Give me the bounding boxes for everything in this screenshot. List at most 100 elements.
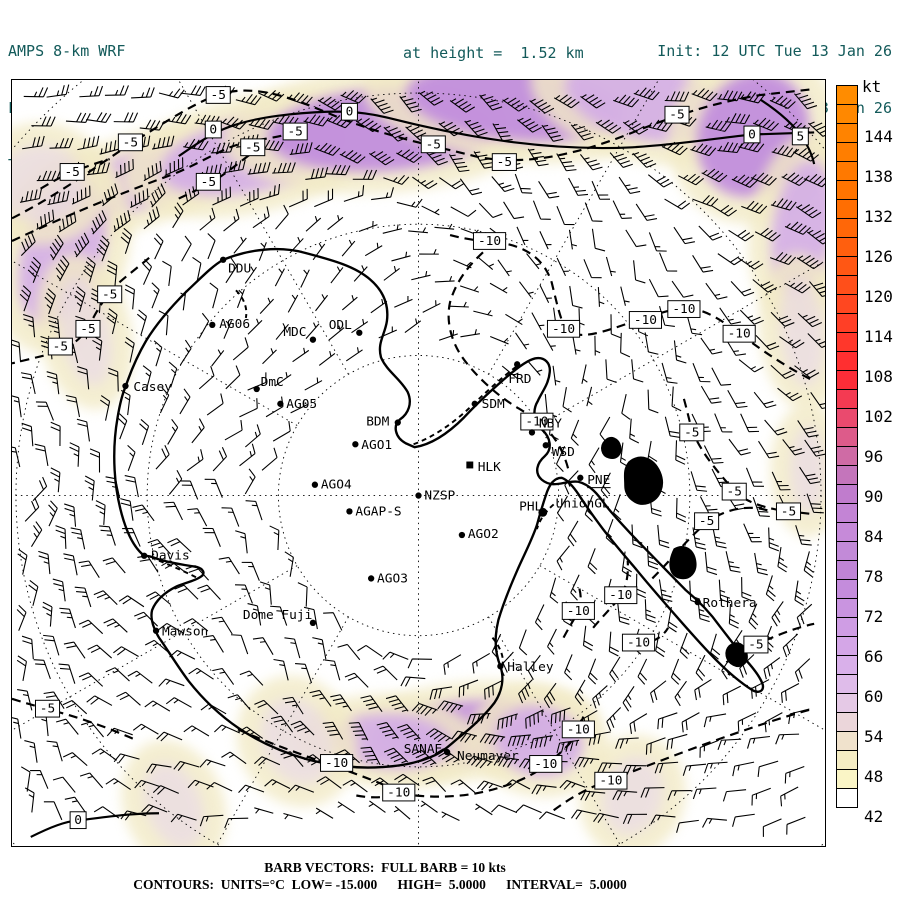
wind-barb xyxy=(698,225,723,241)
wind-barb xyxy=(183,725,210,737)
wind-barb xyxy=(327,215,344,231)
wind-barb xyxy=(158,310,169,336)
contour-label: -5 xyxy=(694,512,720,531)
wind-barb xyxy=(383,125,408,142)
wind-barb xyxy=(622,685,635,712)
wind-barb xyxy=(35,401,54,421)
wind-barb xyxy=(647,174,673,188)
wind-barb xyxy=(418,90,444,106)
wind-barb xyxy=(20,232,36,256)
wind-barb xyxy=(649,493,662,517)
colorbar-cell xyxy=(836,674,858,694)
wind-barb xyxy=(49,234,64,261)
wind-barb xyxy=(714,413,733,433)
wind-barb xyxy=(270,605,288,626)
station-uniongl: UnionGL xyxy=(556,496,610,511)
svg-text:5: 5 xyxy=(796,129,804,144)
wind-barb xyxy=(612,200,632,219)
wind-barb xyxy=(584,495,595,522)
wind-barb xyxy=(697,598,710,623)
wind-barb xyxy=(525,709,544,729)
wind-barb xyxy=(152,785,179,795)
wind-barb xyxy=(569,285,583,309)
colorbar-tick-label: 114 xyxy=(864,327,893,346)
wind-barb xyxy=(382,651,409,660)
wind-barb xyxy=(79,85,104,98)
wind-barb xyxy=(42,601,53,627)
wind-barb xyxy=(337,801,355,814)
wind-barb xyxy=(259,297,274,314)
wind-barb xyxy=(553,94,580,109)
contour-label: -10 xyxy=(667,300,701,318)
wind-barb xyxy=(419,248,439,255)
wind-barb xyxy=(613,94,640,108)
wind-barb xyxy=(531,312,545,331)
wind-barb xyxy=(515,804,542,814)
station-agap-s: AGAP-S xyxy=(346,504,402,519)
wind-barb xyxy=(807,333,825,348)
station-label: AG06 xyxy=(219,317,250,332)
contour-label: -5 xyxy=(240,138,266,157)
colorbar-cell xyxy=(836,427,858,447)
wind-barb xyxy=(393,805,411,820)
colorbar-cell xyxy=(836,351,858,371)
wind-barb xyxy=(667,790,692,801)
wind-barb xyxy=(466,712,491,725)
wind-barb xyxy=(63,641,86,659)
wind-barb xyxy=(141,804,168,814)
svg-text:-5: -5 xyxy=(102,287,117,302)
wind-barb xyxy=(261,447,278,471)
wind-barb xyxy=(439,177,465,190)
svg-text:-10: -10 xyxy=(387,786,410,801)
wind-barb xyxy=(122,527,141,547)
wind-barb xyxy=(591,228,606,252)
wind-barb xyxy=(103,618,128,633)
wind-barb xyxy=(295,663,313,684)
wind-barb xyxy=(244,266,257,284)
wind-barb xyxy=(621,764,647,775)
wind-barb xyxy=(70,527,86,550)
wind-barb xyxy=(739,91,765,104)
wind-barb xyxy=(343,185,365,202)
wind-barb xyxy=(113,753,140,764)
wind-barb xyxy=(676,819,699,833)
wind-barb xyxy=(722,685,741,706)
station-label: Neumayer xyxy=(457,749,519,764)
wind-barb xyxy=(318,351,336,366)
station-ago2: AGO2 xyxy=(458,527,499,542)
wind-barb xyxy=(797,420,819,438)
svg-text:-10: -10 xyxy=(534,757,557,772)
wind-barb xyxy=(180,480,199,500)
wind-barb xyxy=(808,281,825,298)
wind-barb xyxy=(33,659,51,680)
wind-barb xyxy=(102,557,126,574)
ice-shelf-edge xyxy=(235,289,248,319)
wind-barb xyxy=(155,445,170,470)
wind-barb xyxy=(254,756,281,766)
wind-barb xyxy=(172,202,184,229)
wind-barb xyxy=(345,347,363,362)
wind-barb xyxy=(20,372,36,395)
wind-barb xyxy=(556,545,570,571)
wind-barb xyxy=(549,577,559,604)
wind-barb xyxy=(212,447,228,472)
wind-barb xyxy=(218,556,240,575)
wind-barb xyxy=(526,253,542,270)
wind-barb xyxy=(132,723,159,735)
wind-barb xyxy=(245,500,263,521)
wind-barb xyxy=(722,789,747,802)
wind-barb xyxy=(105,476,121,499)
wind-barb xyxy=(443,654,462,675)
colorbar-cell xyxy=(836,655,858,675)
station-sdm: SDM xyxy=(471,397,505,412)
colorbar-cell xyxy=(836,389,858,409)
wind-barb xyxy=(317,96,344,111)
wind-barb xyxy=(605,359,617,384)
station-ago4: AGO4 xyxy=(311,478,352,493)
colorbar-cell xyxy=(836,788,858,808)
wind-barb xyxy=(24,497,40,522)
wind-barb xyxy=(489,282,508,294)
wind-barb xyxy=(239,443,256,467)
wind-barb xyxy=(632,152,657,168)
wind-barb xyxy=(287,784,315,793)
